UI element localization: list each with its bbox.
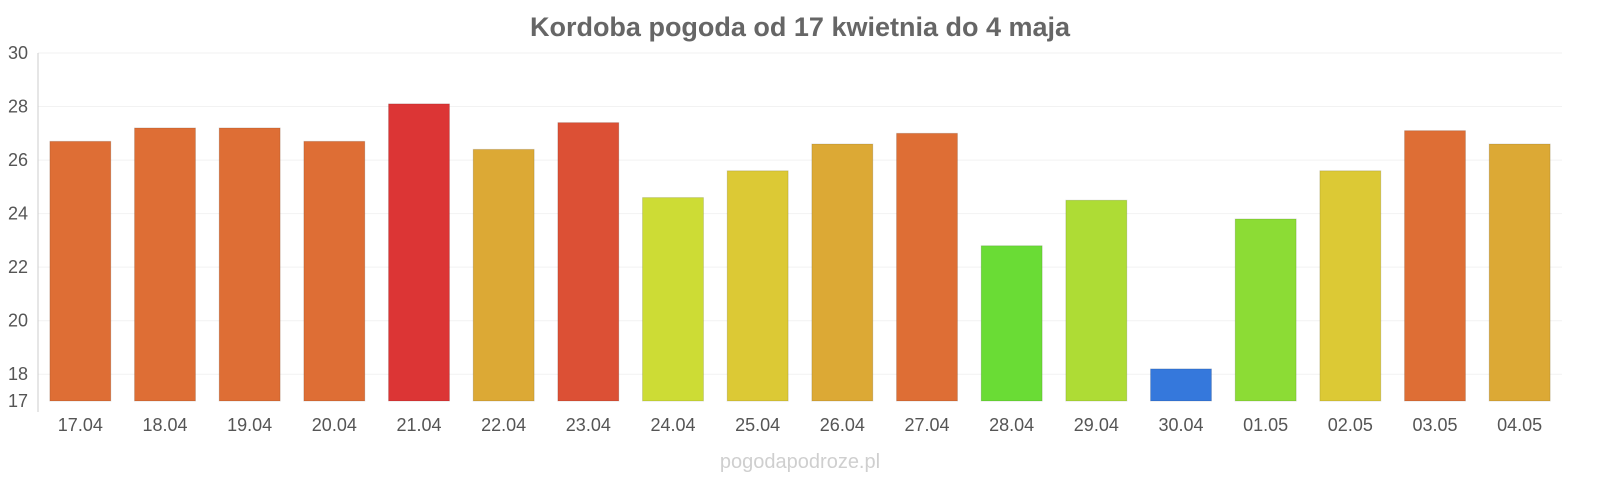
y-tick-label: 22 [8,257,28,277]
x-axis-labels: 17.04 18.04 19.04 20.04 21.04 22.04 23.04 24.04… [58,415,1542,435]
x-tick-label: 29.04 [1074,415,1119,435]
bar-04.05 [1488,143,1551,402]
bar-20.04 [303,140,366,402]
bar-28.04 [980,245,1043,402]
y-tick-label: 24 [8,204,28,224]
grid-lines [38,52,1562,375]
x-tick-label: 02.05 [1328,415,1373,435]
bar-01.05 [1234,218,1297,402]
y-tick-label: 30 [8,43,28,63]
x-tick-label: 17.04 [58,415,103,435]
x-tick-label: 27.04 [904,415,949,435]
bar-17.04 [49,140,112,402]
bar-24.04 [642,197,704,402]
x-tick-label: 22.04 [481,415,526,435]
bar-30.04 [1150,368,1212,402]
x-tick-label: 18.04 [142,415,187,435]
y-axis-ticks: 17 18 20 22 24 26 28 30 [8,43,28,411]
bar-25.04 [726,170,789,402]
y-tick-label: 17 [8,391,28,411]
bar-27.04 [896,132,958,402]
bar-02.05 [1319,170,1382,402]
bars [49,103,1551,402]
x-tick-label: 28.04 [989,415,1034,435]
x-tick-label: 19.04 [227,415,272,435]
bar-22.04 [472,148,535,402]
y-tick-label: 20 [8,311,28,331]
x-tick-label: 01.05 [1243,415,1288,435]
x-tick-label: 24.04 [650,415,695,435]
chart-title: Kordoba pogoda od 17 kwietnia do 4 maja [530,12,1071,42]
x-tick-label: 25.04 [735,415,780,435]
y-tick-label: 28 [8,97,28,117]
x-tick-label: 23.04 [566,415,611,435]
x-tick-label: 20.04 [312,415,357,435]
x-tick-label: 04.05 [1497,415,1542,435]
bar-03.05 [1404,130,1466,402]
bar-26.04 [811,143,874,402]
bar-19.04 [218,127,281,402]
bar-18.04 [134,127,196,402]
y-tick-label: 26 [8,150,28,170]
x-tick-label: 03.05 [1412,415,1457,435]
x-tick-label: 26.04 [820,415,865,435]
bar-29.04 [1065,199,1128,402]
x-tick-label: 21.04 [396,415,441,435]
bar-23.04 [557,122,620,402]
watermark: pogodapodroze.pl [720,451,880,473]
y-tick-label: 18 [8,364,28,384]
x-tick-label: 30.04 [1158,415,1203,435]
bar-21.04 [388,103,450,402]
